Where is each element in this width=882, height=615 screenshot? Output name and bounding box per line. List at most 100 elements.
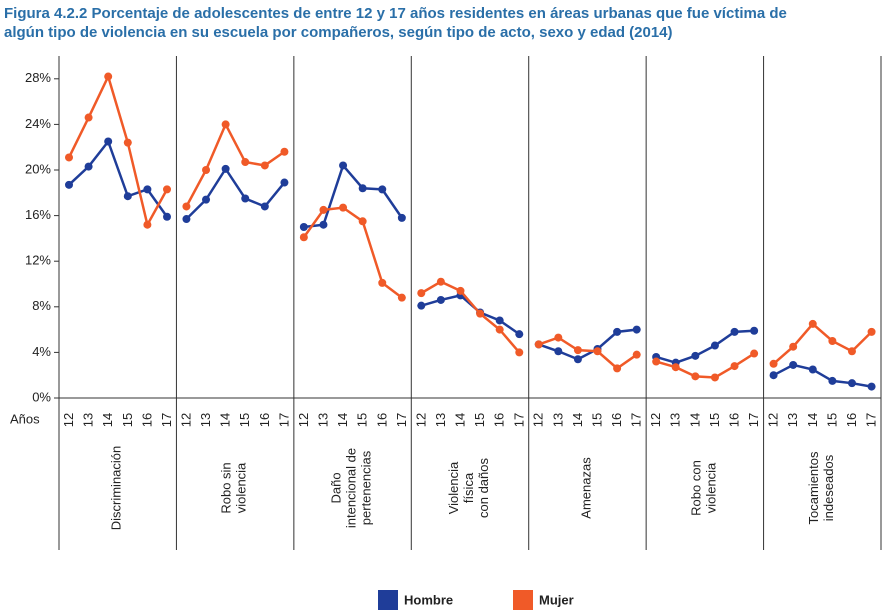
data-point (593, 347, 602, 356)
x-tick-label: 17 (746, 413, 761, 427)
x-tick-label: 14 (570, 413, 585, 427)
data-point (280, 178, 289, 187)
series-line (538, 328, 637, 361)
data-point (104, 137, 113, 146)
x-tick-label: 17 (511, 413, 526, 427)
x-tick-wrap: 15 (120, 413, 135, 427)
data-point (182, 215, 191, 224)
group-label-wrap: Tocamientosindeseados (806, 451, 836, 524)
data-point (554, 333, 563, 342)
data-point (436, 295, 445, 304)
x-tick-label: 14 (335, 413, 350, 427)
y-tick-label: 24% (25, 116, 51, 131)
legend-swatch (513, 590, 533, 610)
x-tick-label: 12 (178, 413, 193, 427)
x-tick-label: 15 (590, 413, 605, 427)
x-tick-label: 12 (296, 413, 311, 427)
x-tick-label: 12 (648, 413, 663, 427)
series-line (420, 280, 521, 354)
x-tick-wrap: 13 (315, 413, 330, 427)
x-tick-label: 14 (687, 413, 702, 427)
data-point (378, 185, 387, 194)
data-point (319, 220, 328, 229)
data-point (65, 180, 73, 189)
x-tick-label: 13 (198, 413, 213, 427)
data-point (202, 166, 211, 174)
group-label-wrap: Violenciafísicacon daños (446, 458, 491, 518)
data-point (339, 203, 348, 212)
x-tick-label: 17 (864, 413, 879, 427)
data-point (241, 158, 250, 167)
x-tick-label: 14 (218, 413, 233, 427)
data-point (789, 342, 798, 351)
data-point (652, 357, 661, 366)
x-tick-wrap: 12 (61, 413, 76, 427)
series-line (655, 329, 755, 364)
x-tick-wrap: 17 (746, 413, 761, 427)
data-point (476, 309, 485, 318)
legend-swatch (378, 590, 398, 610)
data-point (299, 233, 308, 242)
data-point (417, 301, 426, 310)
x-tick-label: 16 (374, 413, 389, 427)
x-tick-wrap: 14 (805, 413, 820, 427)
series-line (185, 166, 286, 220)
x-tick-label: 13 (81, 413, 96, 427)
x-tick-label: 16 (139, 413, 154, 427)
x-tick-wrap: 13 (785, 413, 800, 427)
group-label: Tocamientosindeseados (806, 451, 836, 524)
data-point (358, 217, 367, 226)
x-tick-wrap: 14 (570, 413, 585, 427)
x-tick-label: 15 (824, 413, 839, 427)
data-point (750, 326, 759, 335)
x-tick-wrap: 13 (433, 413, 448, 427)
x-tick-wrap: 16 (374, 413, 389, 427)
x-tick-wrap: 16 (844, 413, 859, 427)
data-point (495, 316, 504, 325)
data-point (808, 365, 817, 374)
data-point (691, 372, 700, 381)
x-tick-label: 12 (531, 413, 546, 427)
data-point (143, 220, 152, 229)
data-point (847, 379, 856, 388)
group-label-wrap: Robo conviolencia (689, 460, 719, 516)
x-tick-wrap: 17 (864, 413, 879, 427)
data-point (671, 363, 680, 372)
x-tick-label: 15 (120, 413, 135, 427)
x-tick-label: 16 (257, 413, 272, 427)
x-tick-label: 17 (394, 413, 409, 427)
series-line (302, 206, 403, 299)
data-point (613, 327, 622, 336)
data-point (397, 293, 406, 302)
x-tick-wrap: 12 (766, 413, 781, 427)
series-line (655, 352, 755, 379)
data-point (769, 371, 778, 380)
x-tick-label: 16 (609, 413, 624, 427)
x-tick-wrap: 15 (824, 413, 839, 427)
y-tick-label: 20% (25, 161, 51, 176)
x-tick-wrap: 15 (472, 413, 487, 427)
x-tick-wrap: 13 (668, 413, 683, 427)
data-point (691, 351, 700, 360)
x-tick-label: 16 (492, 413, 507, 427)
x-tick-wrap: 14 (687, 413, 702, 427)
data-point (828, 337, 837, 345)
x-tick-wrap: 14 (452, 413, 467, 427)
x-tick-wrap: 14 (100, 413, 115, 427)
data-point (554, 347, 563, 356)
series-line (772, 363, 872, 388)
x-tick-wrap: 12 (296, 413, 311, 427)
data-point (573, 346, 582, 355)
group-label-wrap: Robo sinviolencia (219, 462, 249, 514)
x-tick-label: 15 (237, 413, 252, 427)
data-point (710, 373, 719, 382)
data-point (867, 382, 876, 391)
x-tick-label: 17 (629, 413, 644, 427)
x-tick-wrap: 17 (629, 413, 644, 427)
data-point (221, 164, 230, 173)
x-tick-label: 14 (100, 413, 115, 427)
data-point (339, 161, 348, 170)
x-tick-label: 14 (452, 413, 467, 427)
x-tick-wrap: 16 (139, 413, 154, 427)
data-point (280, 147, 289, 156)
